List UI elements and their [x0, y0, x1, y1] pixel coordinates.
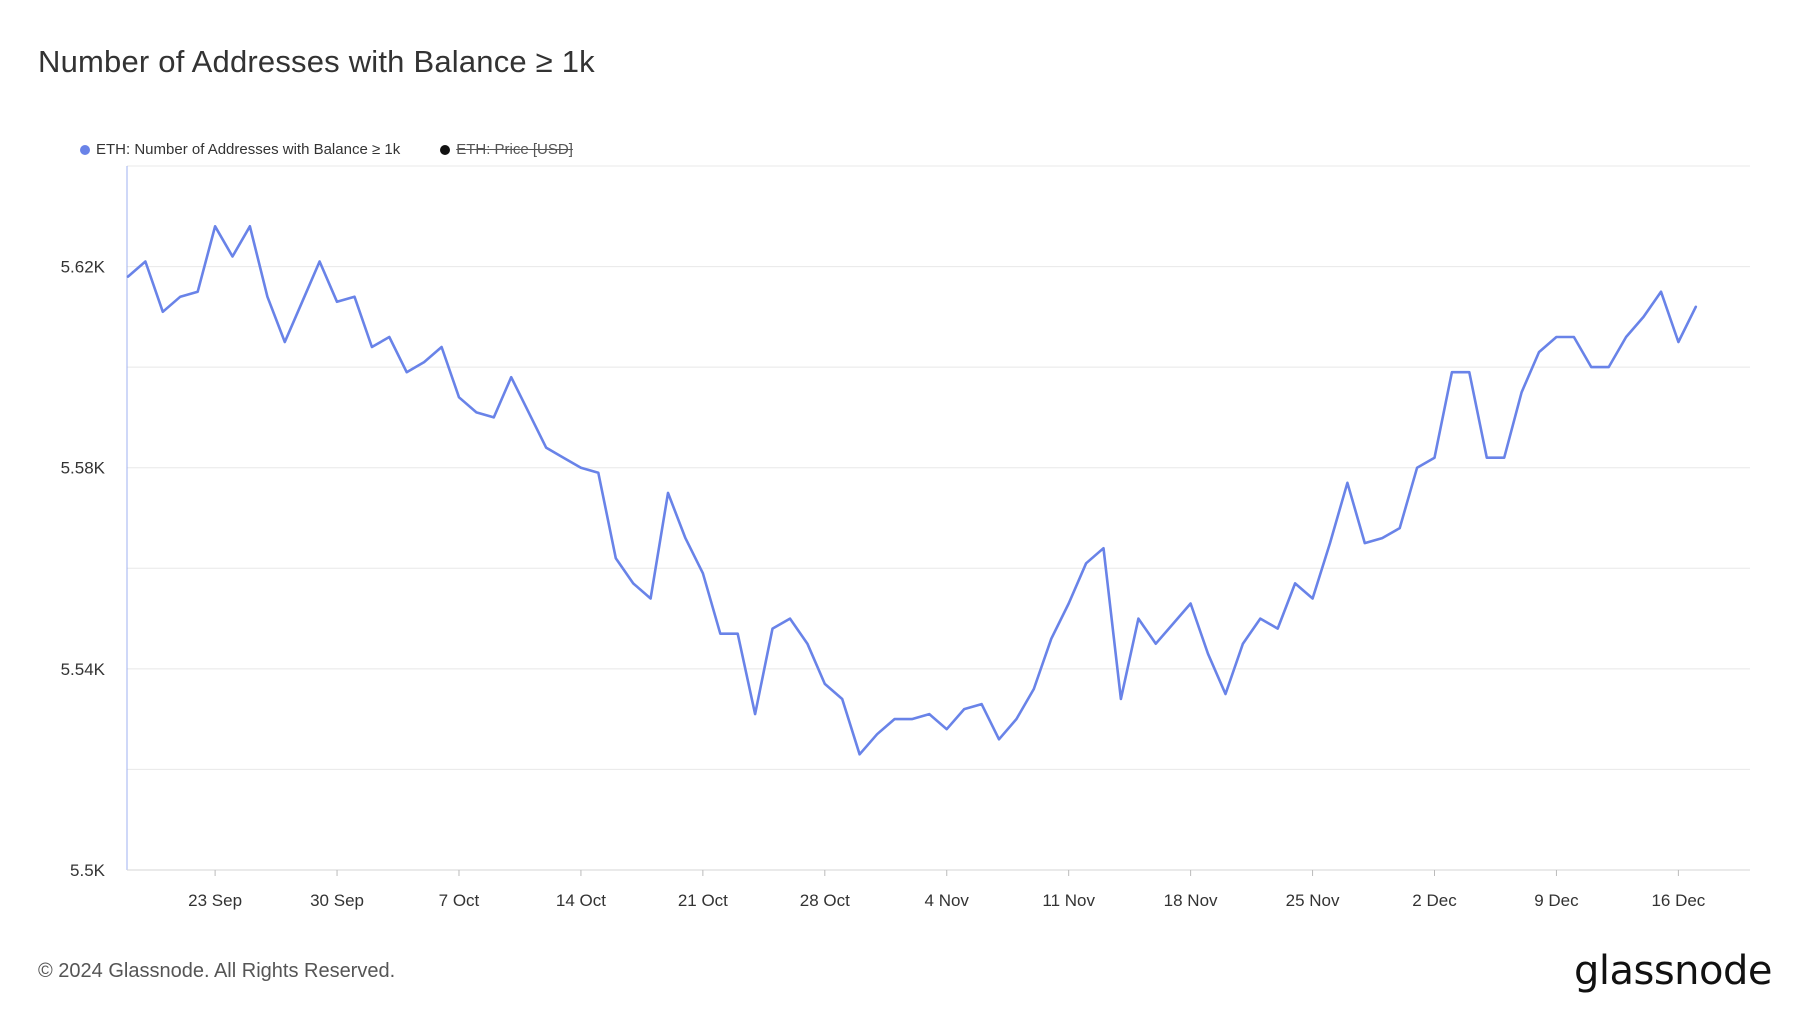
- x-tick-label: 2 Dec: [1412, 891, 1457, 910]
- x-tick-label: 14 Oct: [556, 891, 606, 910]
- chart-title: Number of Addresses with Balance ≥ 1k: [38, 44, 595, 79]
- legend-dot-icon: [440, 144, 451, 155]
- x-tick-label: 4 Nov: [925, 891, 970, 910]
- x-tick-label: 21 Oct: [678, 891, 728, 910]
- copyright-text: © 2024 Glassnode. All Rights Reserved.: [38, 960, 396, 982]
- legend-label-price: ETH: Price [USD]: [456, 141, 573, 158]
- legend-item-addresses[interactable]: ETH: Number of Addresses with Balance ≥ …: [80, 141, 400, 158]
- x-tick-label: 11 Nov: [1042, 891, 1095, 910]
- y-tick-label: 5.58K: [61, 459, 106, 478]
- x-tick-label: 9 Dec: [1534, 891, 1579, 910]
- chart-legend: ETH: Number of Addresses with Balance ≥ …: [80, 141, 573, 158]
- y-tick-label: 5.54K: [61, 660, 106, 679]
- y-tick-label: 5.62K: [61, 258, 106, 277]
- series-line-addresses: [126, 225, 1698, 756]
- x-tick-label: 16 Dec: [1651, 891, 1705, 910]
- x-tick-label: 30 Sep: [310, 891, 364, 910]
- glassnode-logo: glassnode: [1573, 948, 1773, 994]
- legend-item-price[interactable]: ETH: Price [USD]: [440, 141, 573, 158]
- y-tick-label: 5.5K: [70, 861, 106, 880]
- legend-dot-icon: [80, 144, 90, 155]
- x-tick-label: 23 Sep: [188, 891, 242, 910]
- x-tick-label: 7 Oct: [439, 891, 480, 910]
- x-tick-label: 25 Nov: [1286, 891, 1340, 910]
- x-tick-label: 28 Oct: [800, 891, 850, 910]
- legend-label-addresses: ETH: Number of Addresses with Balance ≥ …: [96, 141, 401, 158]
- x-tick-label: 18 Nov: [1164, 891, 1218, 910]
